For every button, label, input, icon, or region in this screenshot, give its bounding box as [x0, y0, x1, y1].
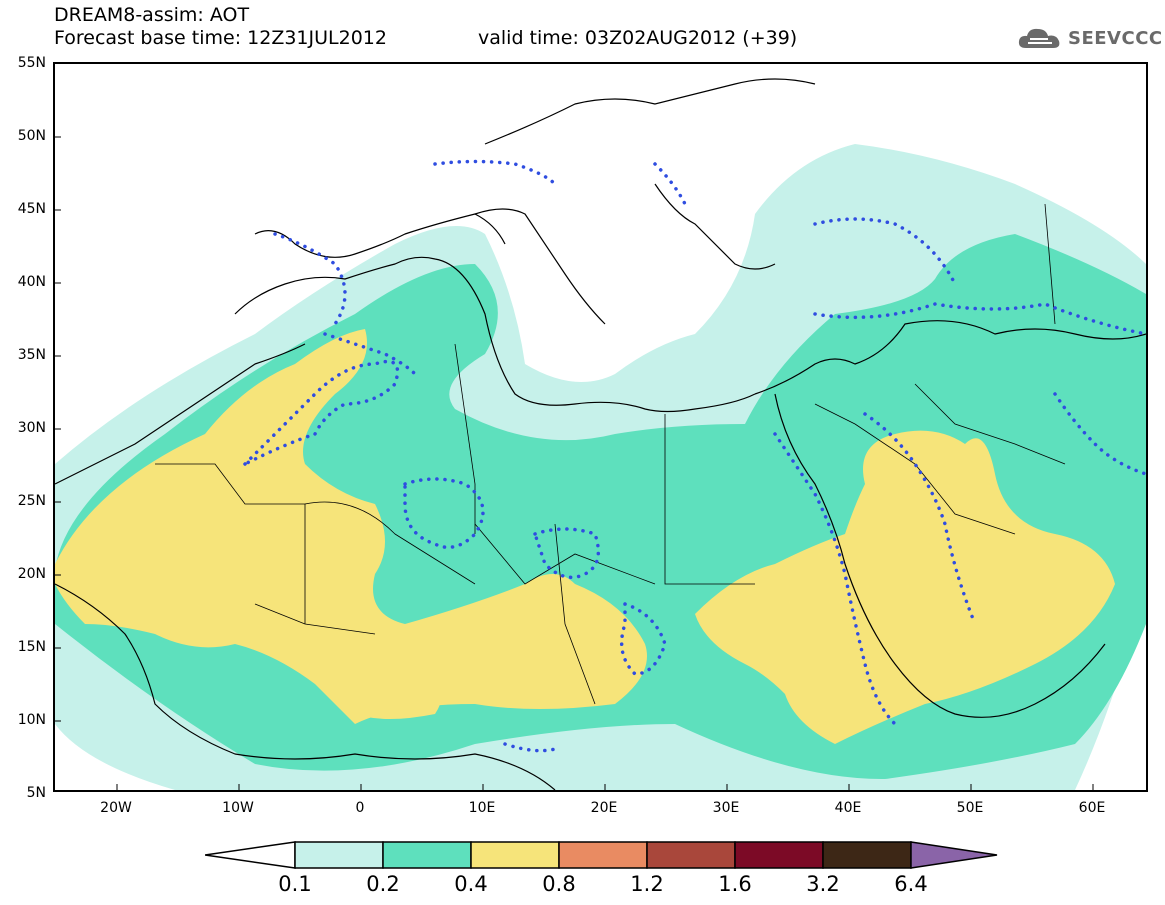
lat-label: 35N — [17, 347, 46, 363]
colorbar-label: 0.1 — [278, 872, 312, 896]
colorbar-label: 0.4 — [454, 872, 488, 896]
title-block: DREAM8-assim: AOT Forecast base time: 12… — [54, 4, 387, 50]
colorbar-seg — [646, 841, 736, 869]
lon-label: 40E — [834, 800, 862, 816]
colorbar-label: 3.2 — [806, 872, 840, 896]
lat-label: 30N — [17, 420, 46, 436]
colorbar-label: 1.2 — [630, 872, 664, 896]
lat-label: 10N — [17, 712, 46, 728]
lat-label: 50N — [17, 128, 46, 144]
colorbar-label: 6.4 — [894, 872, 928, 896]
lat-label: 20N — [17, 566, 46, 582]
aot-band-0.4-0.8 — [55, 329, 1115, 744]
lon-label: 60E — [1078, 800, 1106, 816]
cloud-icon — [1018, 28, 1060, 48]
map-panel — [53, 62, 1148, 792]
lat-label: 25N — [17, 493, 46, 509]
colorbar-seg-over — [910, 841, 998, 869]
frame-ticks — [55, 136, 1094, 790]
lon-label: 10W — [222, 800, 254, 816]
colorbar-seg-under — [204, 841, 296, 869]
seevccc-logo: SEEVCCC — [1016, 24, 1163, 52]
logo-text: SEEVCCC — [1068, 27, 1163, 49]
coastlines — [55, 78, 1146, 790]
lon-label: 20W — [100, 800, 132, 816]
base-time-label: Forecast base time: 12Z31JUL2012 — [54, 27, 387, 49]
colorbar-label: 1.6 — [718, 872, 752, 896]
lon-label: 30E — [712, 800, 740, 816]
lon-label: 20E — [590, 800, 618, 816]
lat-label: 40N — [17, 274, 46, 290]
lon-label: 10E — [468, 800, 496, 816]
colorbar-seg — [294, 841, 384, 869]
colorbar-seg — [822, 841, 912, 869]
dotted-contours — [243, 159, 1146, 753]
lat-label: 55N — [17, 55, 46, 71]
map-title: DREAM8-assim: AOT — [54, 4, 250, 26]
lon-label: 50E — [956, 800, 984, 816]
colorbar-seg — [734, 841, 824, 869]
colorbar-seg — [382, 841, 472, 869]
colorbar-label: 0.8 — [542, 872, 576, 896]
valid-time-label: valid time: 03Z02AUG2012 (+39) — [478, 27, 798, 49]
colorbar-seg — [558, 841, 648, 869]
colorbar-seg — [470, 841, 560, 869]
lon-label: 0 — [355, 800, 365, 816]
country-borders — [155, 203, 1066, 705]
lat-label: 15N — [17, 639, 46, 655]
colorbar-label: 0.2 — [366, 872, 400, 896]
colorbar — [204, 840, 1000, 874]
aot-map — [55, 78, 1146, 790]
lat-label: 45N — [17, 201, 46, 217]
lat-label: 5N — [26, 785, 46, 801]
colorbar-swatches — [204, 841, 998, 869]
